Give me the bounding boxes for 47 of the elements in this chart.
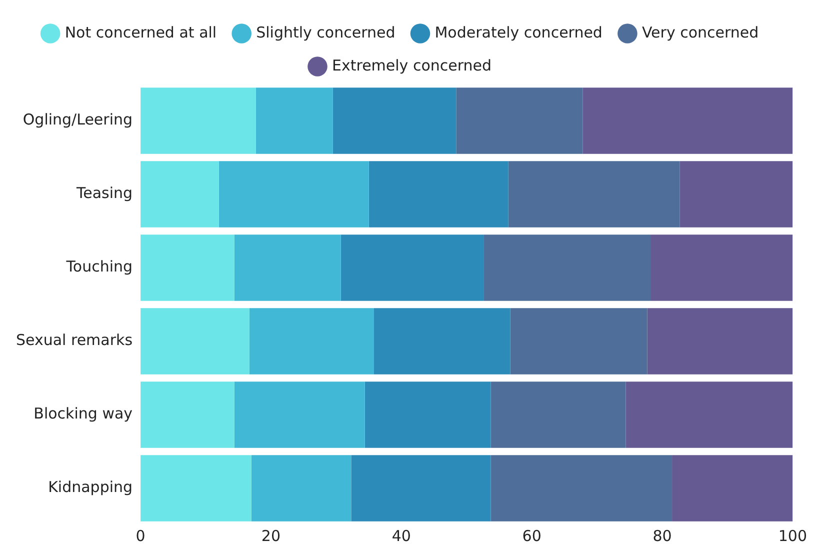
legend-label: Extremely concerned [332, 56, 492, 74]
bar [484, 234, 651, 301]
y-tick-label: Sexual remarks [16, 331, 133, 350]
bar [582, 88, 793, 154]
bar [251, 455, 352, 522]
bar [234, 382, 365, 448]
bar [626, 382, 793, 448]
legend-label: Slightly concerned [256, 23, 396, 42]
bar [340, 234, 484, 301]
bar [140, 308, 250, 374]
y-tick-label: Ogling/Leering [22, 110, 133, 129]
bar [140, 455, 252, 522]
bar [680, 161, 793, 228]
y-tick-label: Blocking way [34, 404, 133, 423]
bar [456, 88, 583, 154]
bar [140, 234, 234, 301]
bar [647, 308, 793, 374]
legend-label: Moderately concerned [434, 23, 602, 42]
x-tick-label: 80 [652, 526, 672, 545]
bar [140, 161, 219, 228]
x-tick-label: 0 [136, 526, 146, 545]
bar [672, 455, 793, 522]
x-tick-label: 40 [392, 526, 411, 545]
bar [490, 382, 626, 448]
x-tick-label: 60 [522, 526, 542, 545]
bar [256, 88, 333, 154]
y-tick-label: Kidnapping [48, 478, 133, 496]
bar [140, 382, 234, 448]
bar [650, 234, 793, 301]
y-tick-label: Touching [65, 258, 133, 276]
x-tick-label: 100 [778, 526, 808, 545]
y-tick-label: Teasing [75, 184, 133, 202]
bar [140, 88, 256, 154]
bar [364, 382, 491, 448]
bar [249, 308, 374, 374]
bar [490, 455, 672, 522]
bar [508, 161, 680, 228]
legend-label: Very concerned [642, 23, 759, 42]
bar [234, 234, 341, 301]
bar [374, 308, 510, 374]
x-tick-label: 20 [261, 526, 281, 545]
bar [351, 455, 491, 522]
bar [332, 88, 456, 154]
bar [510, 308, 648, 374]
bar [218, 161, 369, 228]
legend-label: Not concerned at all [64, 23, 217, 42]
bar [368, 161, 508, 228]
